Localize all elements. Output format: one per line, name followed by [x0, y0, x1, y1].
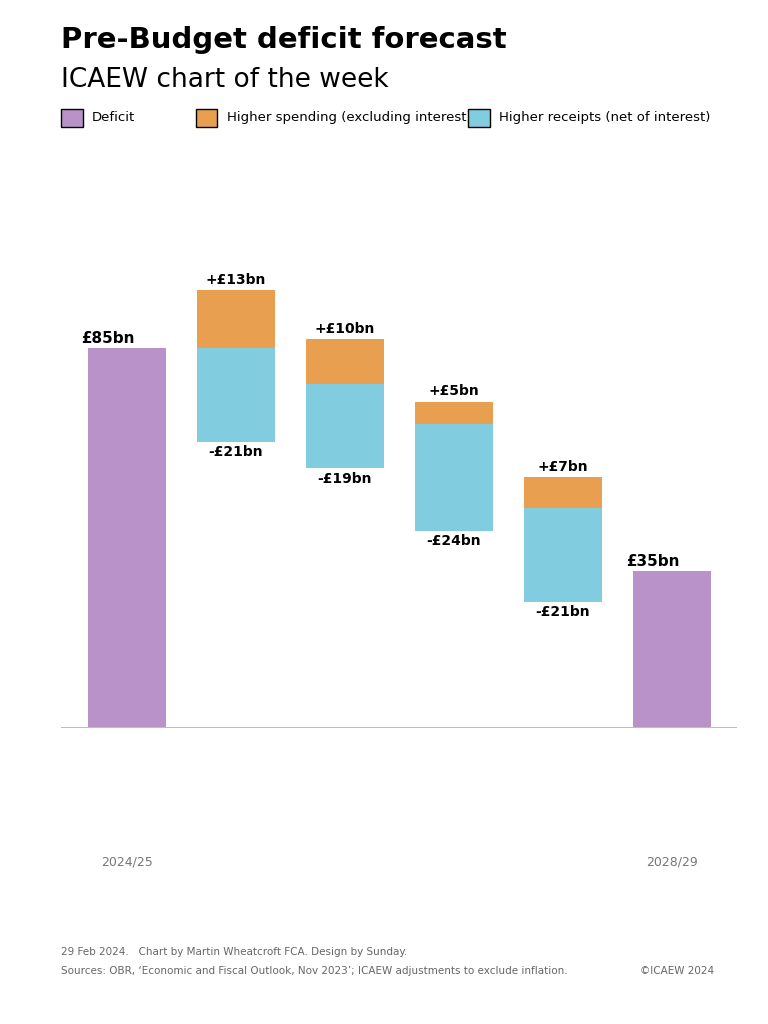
Text: +£5bn: +£5bn [429, 384, 479, 398]
Bar [415, 424, 493, 530]
Text: 29 Feb 2024.   Chart by Martin Wheatcroft FCA. Design by Sunday.: 29 Feb 2024. Chart by Martin Wheatcroft … [61, 947, 408, 957]
Text: 2024/25: 2024/25 [101, 856, 153, 868]
Bar [88, 348, 166, 727]
Text: -£19bn: -£19bn [318, 472, 372, 486]
Text: ©ICAEW 2024: ©ICAEW 2024 [640, 966, 714, 976]
Bar [197, 290, 275, 348]
Bar [415, 401, 493, 424]
Text: ICAEW chart of the week: ICAEW chart of the week [61, 67, 389, 92]
Text: +£7bn: +£7bn [538, 460, 588, 474]
Text: Higher spending (excluding interest): Higher spending (excluding interest) [227, 112, 472, 124]
Text: Pre-Budget deficit forecast: Pre-Budget deficit forecast [61, 26, 507, 53]
Text: Sources: OBR, ‘Economic and Fiscal Outlook, Nov 2023’; ICAEW adjustments to excl: Sources: OBR, ‘Economic and Fiscal Outlo… [61, 966, 568, 976]
Bar [306, 339, 384, 384]
Bar [524, 477, 602, 509]
Text: -£21bn: -£21bn [535, 605, 590, 620]
Text: +£13bn: +£13bn [206, 272, 266, 287]
Bar [633, 570, 711, 727]
Text: +£10bn: +£10bn [315, 322, 375, 336]
Text: £35bn: £35bn [626, 554, 680, 568]
Text: 2028/29: 2028/29 [646, 856, 698, 868]
Text: £85bn: £85bn [81, 331, 134, 346]
Bar [197, 348, 275, 441]
Text: Higher receipts (net of interest): Higher receipts (net of interest) [499, 112, 710, 124]
Text: -£24bn: -£24bn [426, 535, 482, 548]
Text: -£21bn: -£21bn [209, 445, 263, 459]
Text: Deficit: Deficit [92, 112, 135, 124]
Bar [524, 509, 602, 602]
Bar [306, 384, 384, 468]
